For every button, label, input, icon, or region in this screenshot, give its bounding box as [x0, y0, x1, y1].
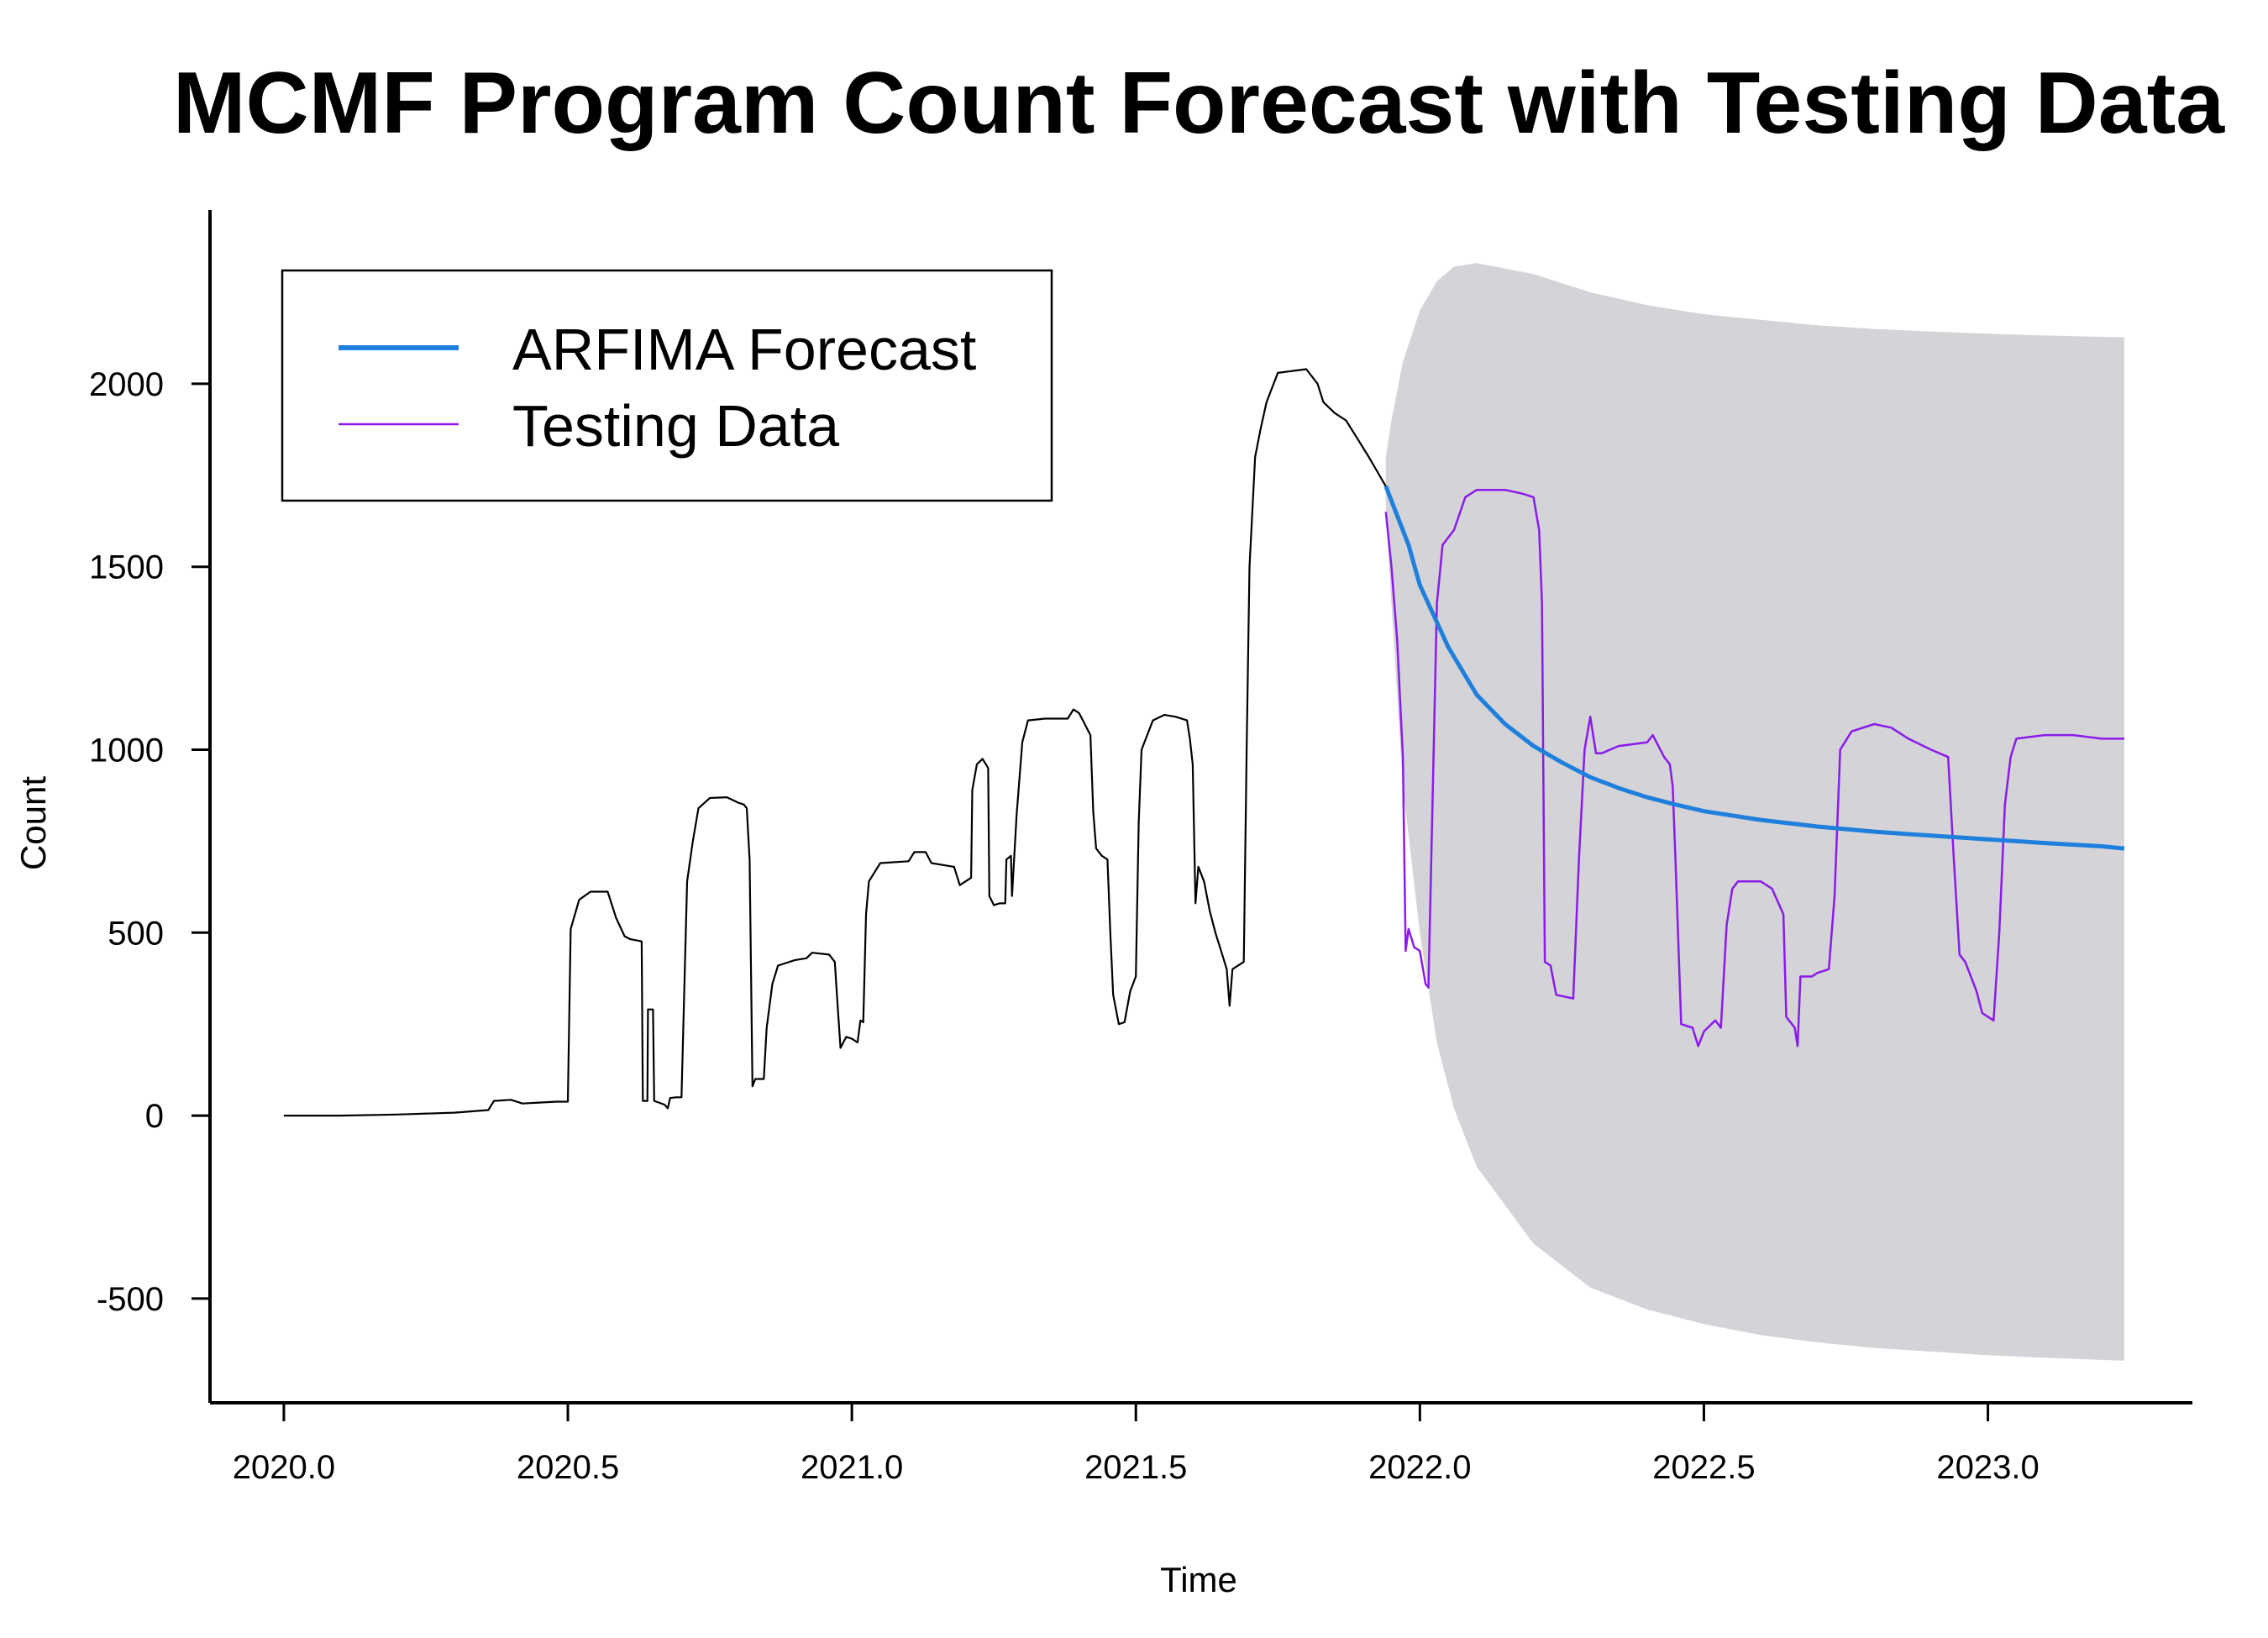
y-tick-label: 1500 — [89, 549, 164, 586]
legend-testing-label: Testing Data — [512, 393, 839, 459]
legend-forecast-label: ARFIMA Forecast — [512, 317, 976, 382]
y-axis-title: Count — [13, 776, 53, 870]
prediction-interval-band — [1385, 263, 2124, 1361]
forecast-series-line — [1383, 485, 2125, 851]
x-tick-label: 2022.0 — [1368, 1449, 1471, 1486]
y-tick-label: 2000 — [89, 366, 164, 403]
chart-title: MCMF Program Count Forecast with Testing… — [173, 55, 2225, 152]
series-layer — [283, 368, 2125, 1117]
y-tick-label: 0 — [145, 1098, 164, 1135]
x-tick-label: 2020.5 — [517, 1449, 619, 1486]
x-tick-label: 2020.0 — [233, 1449, 335, 1486]
legend-box — [281, 269, 1053, 502]
x-tick-label: 2022.5 — [1652, 1449, 1755, 1486]
testing-series-line — [1384, 488, 2124, 1047]
x-tick-label: 2021.0 — [801, 1449, 903, 1486]
x-tick-label: 2023.0 — [1936, 1449, 2039, 1486]
y-tick-label: -500 — [97, 1281, 164, 1318]
training-series-line — [283, 368, 1387, 1117]
y-tick-label: 1000 — [89, 732, 164, 769]
legend: ARFIMA Forecast Testing Data — [281, 269, 1053, 502]
x-tick-label: 2021.5 — [1084, 1449, 1187, 1486]
axes-layer: 2020.0 2020.5 2021.0 2021.5 2022.0 2022.5 2023… — [89, 210, 2192, 1486]
prediction-interval-layer — [1385, 263, 2124, 1361]
x-axis-title: Time — [1160, 1560, 1237, 1599]
y-tick-label: 500 — [108, 915, 164, 952]
